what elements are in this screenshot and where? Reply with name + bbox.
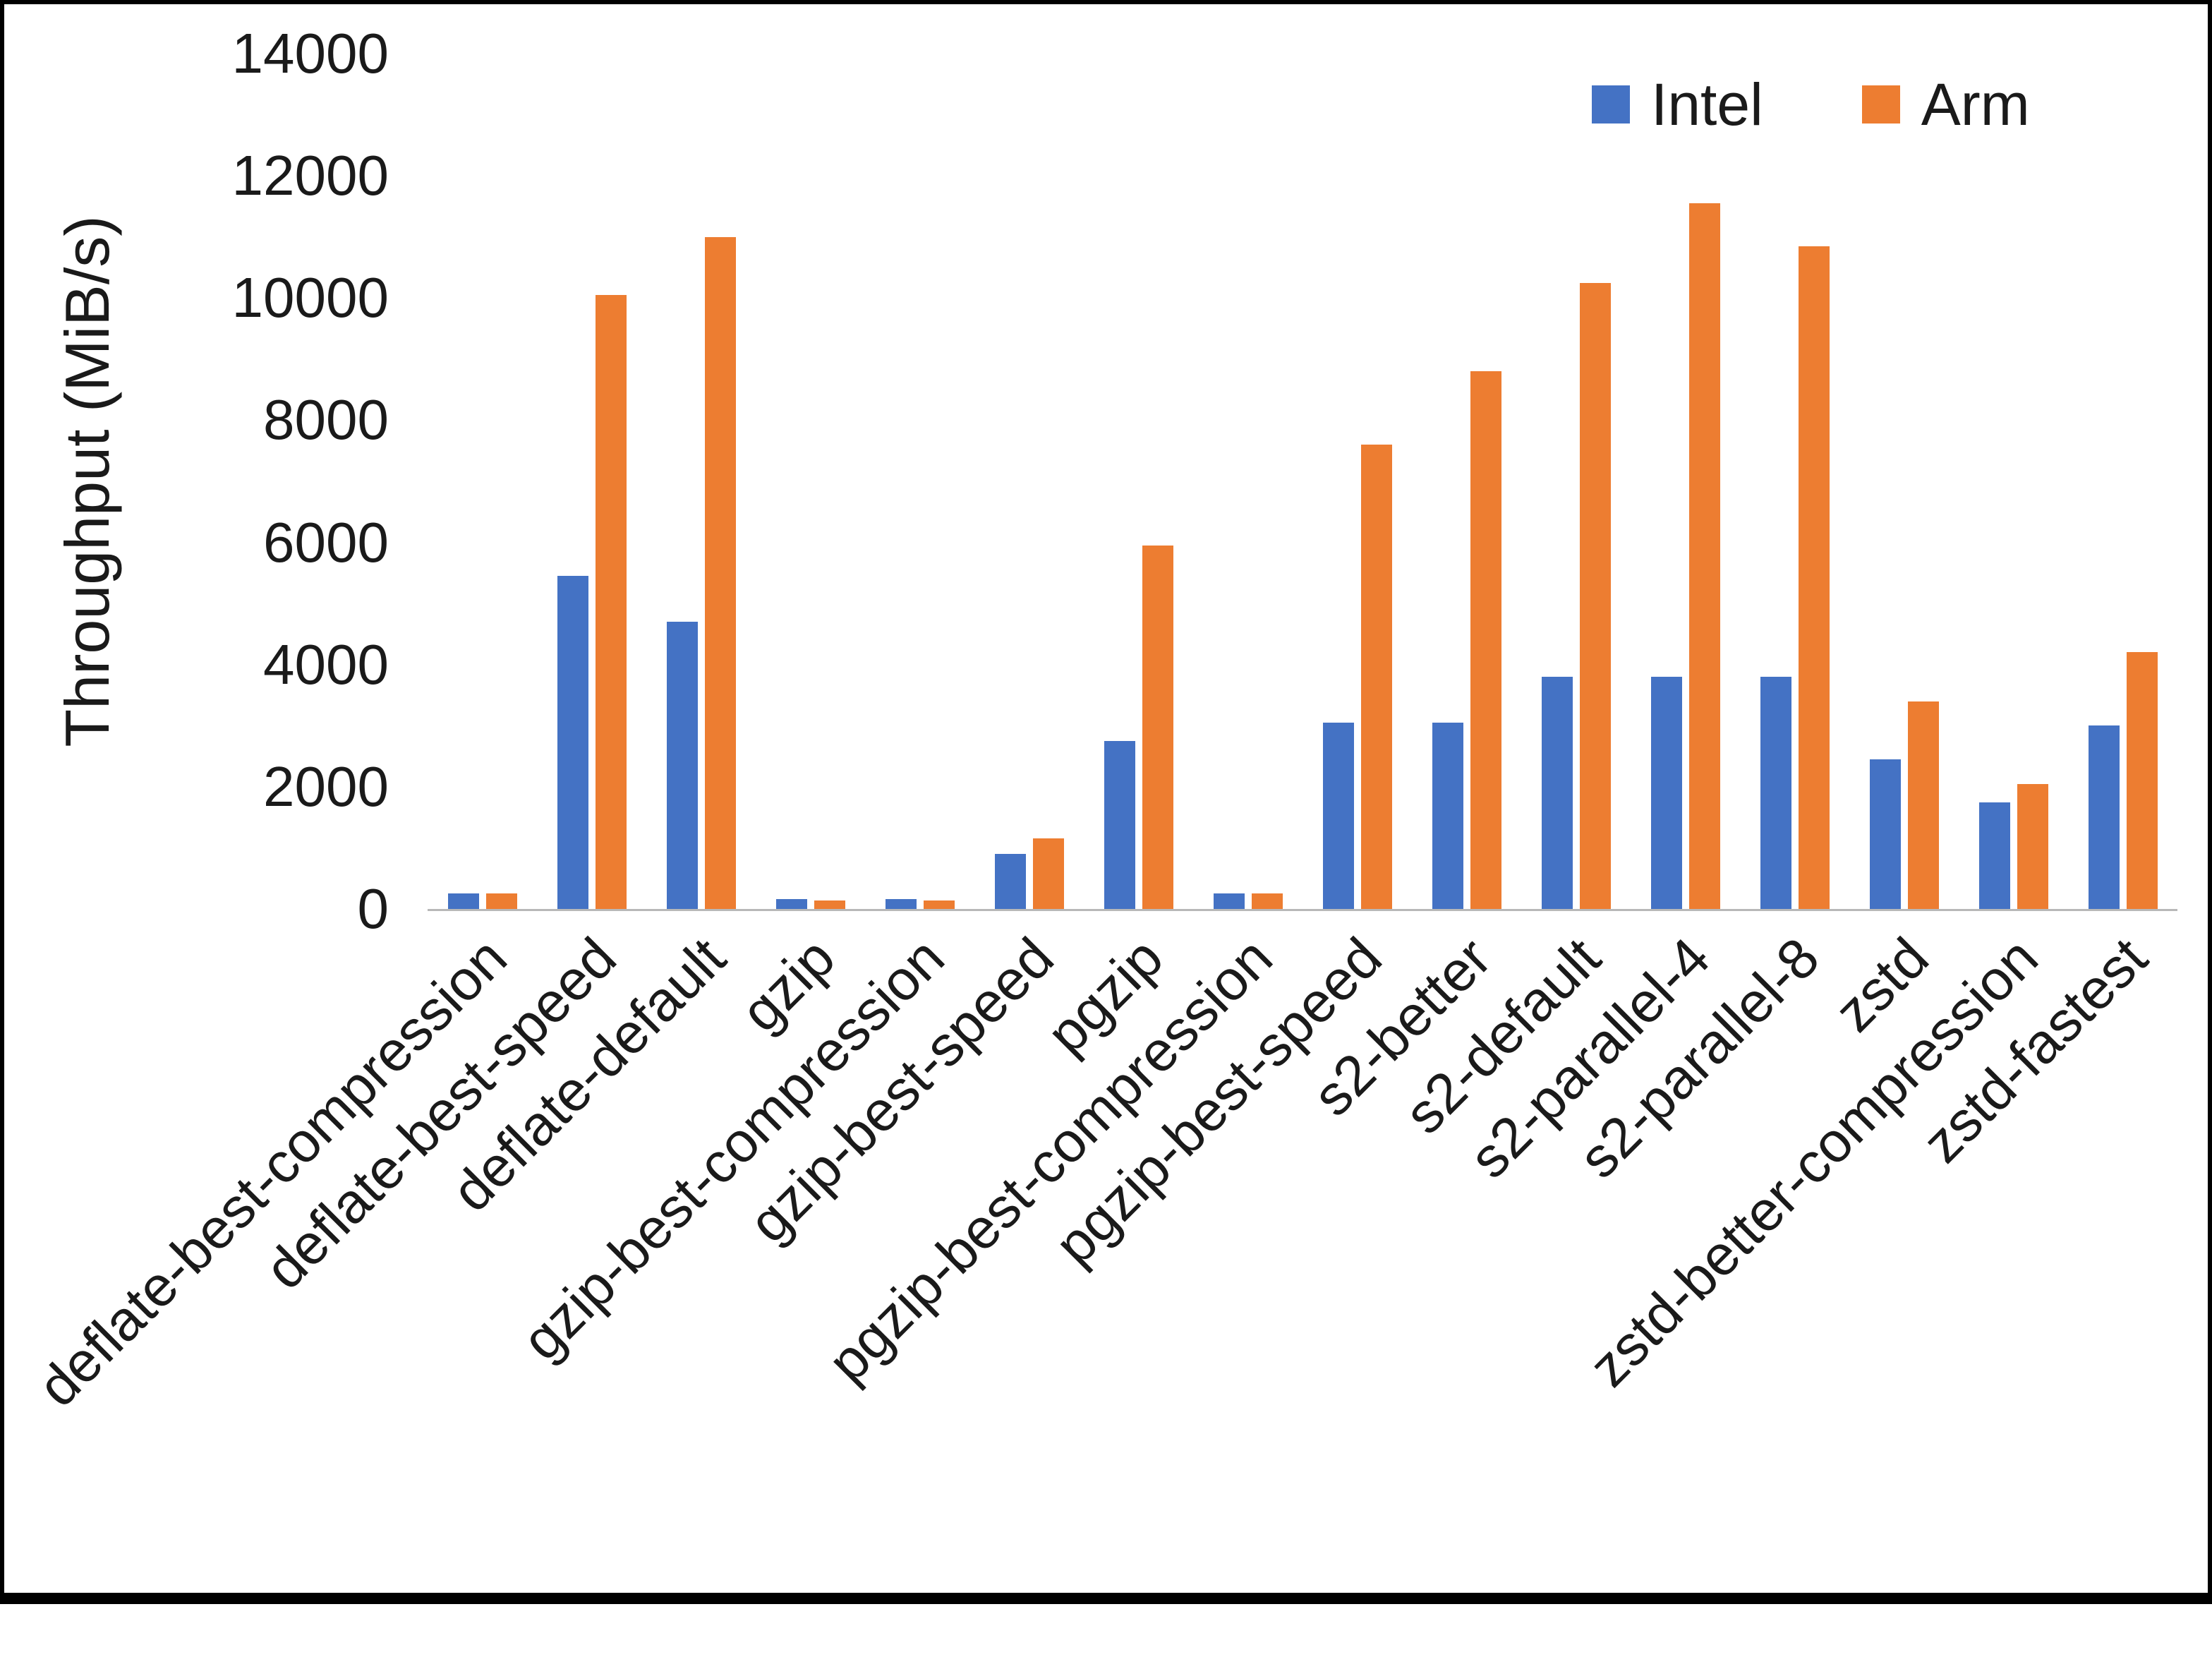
arm-color-swatch <box>1861 85 1900 123</box>
bar-intel-gzip-best-speed <box>994 854 1026 909</box>
bar-arm-deflate-best-speed <box>595 294 627 909</box>
bar-arm-zstd-better-compression <box>2017 783 2048 909</box>
bar-intel-s2-default <box>1541 677 1573 909</box>
bar-intel-deflate-best-compression <box>447 893 479 909</box>
plot-area <box>428 54 2177 911</box>
bar-intel-pgzip-best-compression <box>1213 893 1245 909</box>
bar-arm-gzip-best-compression <box>923 900 955 909</box>
y-tick-label: 4000 <box>263 632 389 696</box>
bar-arm-pgzip-best-speed <box>1360 445 1392 909</box>
legend-label-intel: Intel <box>1651 71 1763 138</box>
bar-arm-deflate-default <box>704 236 736 909</box>
bar-arm-s2-default <box>1579 282 1611 909</box>
bar-intel-zstd <box>1869 759 1901 909</box>
bar-arm-pgzip-best-compression <box>1251 893 1283 909</box>
y-tick-label: 14000 <box>231 22 389 85</box>
bar-chart-figure: Throughput (MiB/s) Intel Arm 0 2000 4000 60… <box>4 4 2208 1593</box>
bar-arm-gzip <box>814 900 845 909</box>
y-tick-label: 12000 <box>231 144 389 207</box>
bar-arm-zstd <box>1907 701 1939 909</box>
intel-color-swatch <box>1592 85 1630 123</box>
bar-intel-pgzip-best-speed <box>1322 722 1354 909</box>
bar-arm-gzip-best-speed <box>1032 838 1064 909</box>
legend-item-intel: Intel <box>1592 75 1763 134</box>
bar-arm-s2-parallel-8 <box>1798 246 1830 909</box>
y-tick-label: 10000 <box>231 266 389 330</box>
legend-label-arm: Arm <box>1921 71 2030 138</box>
bar-arm-s2-parallel-4 <box>1688 203 1720 909</box>
bar-intel-s2-parallel-4 <box>1650 677 1682 909</box>
bar-intel-deflate-best-speed <box>557 576 588 909</box>
bar-intel-gzip <box>775 899 807 909</box>
bar-arm-deflate-best-compression <box>485 893 517 909</box>
y-tick-label: 6000 <box>263 510 389 574</box>
bar-arm-zstd-fastest <box>2126 652 2158 909</box>
bar-arm-pgzip <box>1142 545 1173 909</box>
bar-intel-pgzip <box>1104 740 1135 909</box>
bar-intel-zstd-better-compression <box>1978 802 2010 909</box>
bar-intel-s2-better <box>1432 722 1463 909</box>
legend-item-arm: Arm <box>1861 71 2030 138</box>
bar-intel-gzip-best-compression <box>885 899 917 909</box>
legend: Intel Arm <box>1592 75 2030 134</box>
y-tick-label: 2000 <box>263 754 389 818</box>
bar-arm-s2-better <box>1470 371 1501 909</box>
y-tick-label: 8000 <box>263 388 389 452</box>
bar-intel-zstd-fastest <box>2088 725 2120 909</box>
y-tick-label: 0 <box>357 877 389 940</box>
bar-intel-deflate-default <box>666 622 698 909</box>
bar-intel-s2-parallel-8 <box>1760 677 1791 909</box>
